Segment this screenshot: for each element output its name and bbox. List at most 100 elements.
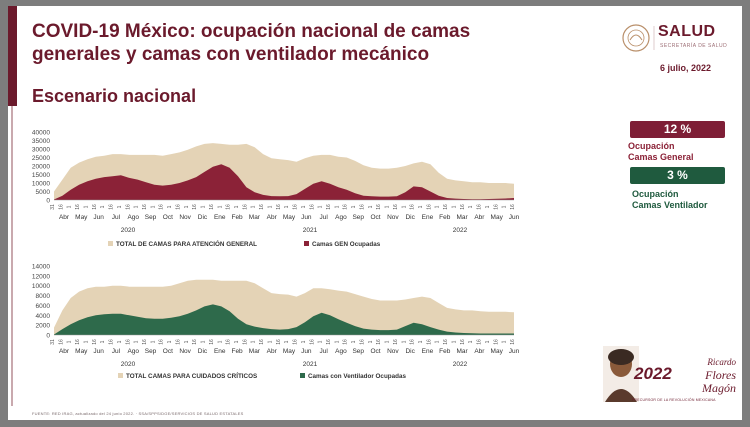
x-day-label: 16 [477,204,483,210]
y-tick-label: 20000 [32,164,50,171]
x-year-label: 2020 [121,227,136,234]
y-tick-label: 0 [46,333,50,340]
x-month-label: Jun [301,214,312,221]
x-month-label: Oct [370,214,380,221]
report-date: 6 julio, 2022 [660,63,712,73]
x-day-label: 1 [251,205,257,208]
legend-label: Camas con Ventilador Ocupadas [308,373,406,380]
x-month-label: Jul [319,348,328,355]
x-month-label: Jul [112,348,121,355]
ventilator-occupancy-label: Ocupación Camas Ventilador [632,189,708,210]
x-day-label: 1 [435,205,441,208]
x-month-label: Nov [387,348,399,355]
x-month-label: Abr [474,214,485,221]
x-day-label: 1 [318,205,324,208]
x-day-label: 16 [226,339,232,345]
x-month-label: Jun [509,214,520,221]
x-day-label: 1 [485,340,491,343]
x-year-label: 2021 [303,227,318,234]
y-tick-label: 2000 [36,323,51,330]
x-day-label: 1 [117,340,123,343]
x-day-label: 31 [50,204,56,210]
x-month-label: Feb [231,348,243,355]
x-day-label: 1 [134,205,140,208]
legend-swatch [108,241,113,246]
x-day-label: 16 [175,339,181,345]
x-day-label: 1 [502,205,508,208]
x-month-label: Mar [249,348,261,355]
x-day-label: 16 [343,339,349,345]
x-month-label: Sep [352,348,364,355]
x-day-label: 16 [493,204,499,210]
x-month-label: Mar [456,348,468,355]
page-subtitle: Escenario nacional [32,86,197,106]
x-day-label: 31 [50,339,56,345]
x-day-label: 1 [83,340,89,343]
x-month-label: Abr [474,348,485,355]
x-day-label: 1 [67,340,73,343]
x-day-label: 1 [351,205,357,208]
x-day-label: 16 [192,204,198,210]
series-area-1 [54,304,514,335]
x-day-label: 16 [75,339,81,345]
x-day-label: 1 [251,340,257,343]
anniversary-year: 2022 [634,364,672,383]
x-month-label: Jun [93,214,104,221]
y-tick-label: 10000 [32,181,50,188]
x-day-label: 16 [142,204,148,210]
y-tick-label: 10000 [32,283,50,290]
x-day-label: 1 [150,340,156,343]
y-tick-label: 0 [46,198,50,205]
x-day-label: 16 [293,204,299,210]
x-day-label: 1 [451,340,457,343]
legend-swatch [300,373,305,378]
legend-label: TOTAL DE CAMAS PARA ATENCIÓN GENERAL [116,239,257,248]
x-day-label: 1 [83,205,89,208]
brand-name: SALUD [658,23,716,40]
legend-label: Camas GEN Ocupadas [312,241,381,248]
x-month-label: Ago [335,214,347,221]
x-month-label: May [491,214,504,221]
x-month-label: Dic [198,348,208,355]
x-day-label: 1 [368,340,374,343]
y-tick-label: 5000 [36,189,51,196]
x-day-label: 1 [485,205,491,208]
x-day-label: 16 [326,339,332,345]
x-day-label: 16 [410,204,416,210]
x-day-label: 1 [167,340,173,343]
x-day-label: 16 [92,339,98,345]
x-day-label: 1 [301,205,307,208]
x-day-label: 16 [293,339,299,345]
side-accent-line [11,106,13,406]
x-month-label: Ago [127,348,139,355]
x-day-label: 16 [109,339,115,345]
x-day-label: 1 [100,205,106,208]
source-note: FUENTE: RED IRAG, actualizado del 24 jun… [32,411,244,416]
anniversary-name: Ricardo Flores Magón [702,357,736,395]
slide: COVID-19 México: ocupación nacional de c… [8,6,742,420]
y-tick-label: 25000 [32,155,50,162]
x-day-label: 1 [468,205,474,208]
x-month-label: Jul [112,214,121,221]
x-month-label: Jul [319,214,328,221]
x-day-label: 16 [175,204,181,210]
x-day-label: 1 [184,340,190,343]
x-day-label: 1 [418,340,424,343]
side-accent-bar [8,6,17,106]
x-month-label: Dic [405,214,415,221]
legend-swatch [304,241,309,246]
x-day-label: 16 [209,339,215,345]
x-day-label: 16 [493,339,499,345]
portrait-illustration-icon [603,346,639,402]
x-day-label: 16 [58,204,64,210]
x-day-label: 16 [92,204,98,210]
x-day-label: 1 [284,340,290,343]
x-month-label: Sep [352,214,364,221]
x-day-label: 16 [393,204,399,210]
x-day-label: 1 [234,205,240,208]
x-day-label: 16 [259,339,265,345]
x-day-label: 1 [301,340,307,343]
x-day-label: 16 [443,204,449,210]
x-day-label: 1 [318,340,324,343]
y-tick-label: 8000 [36,293,51,300]
